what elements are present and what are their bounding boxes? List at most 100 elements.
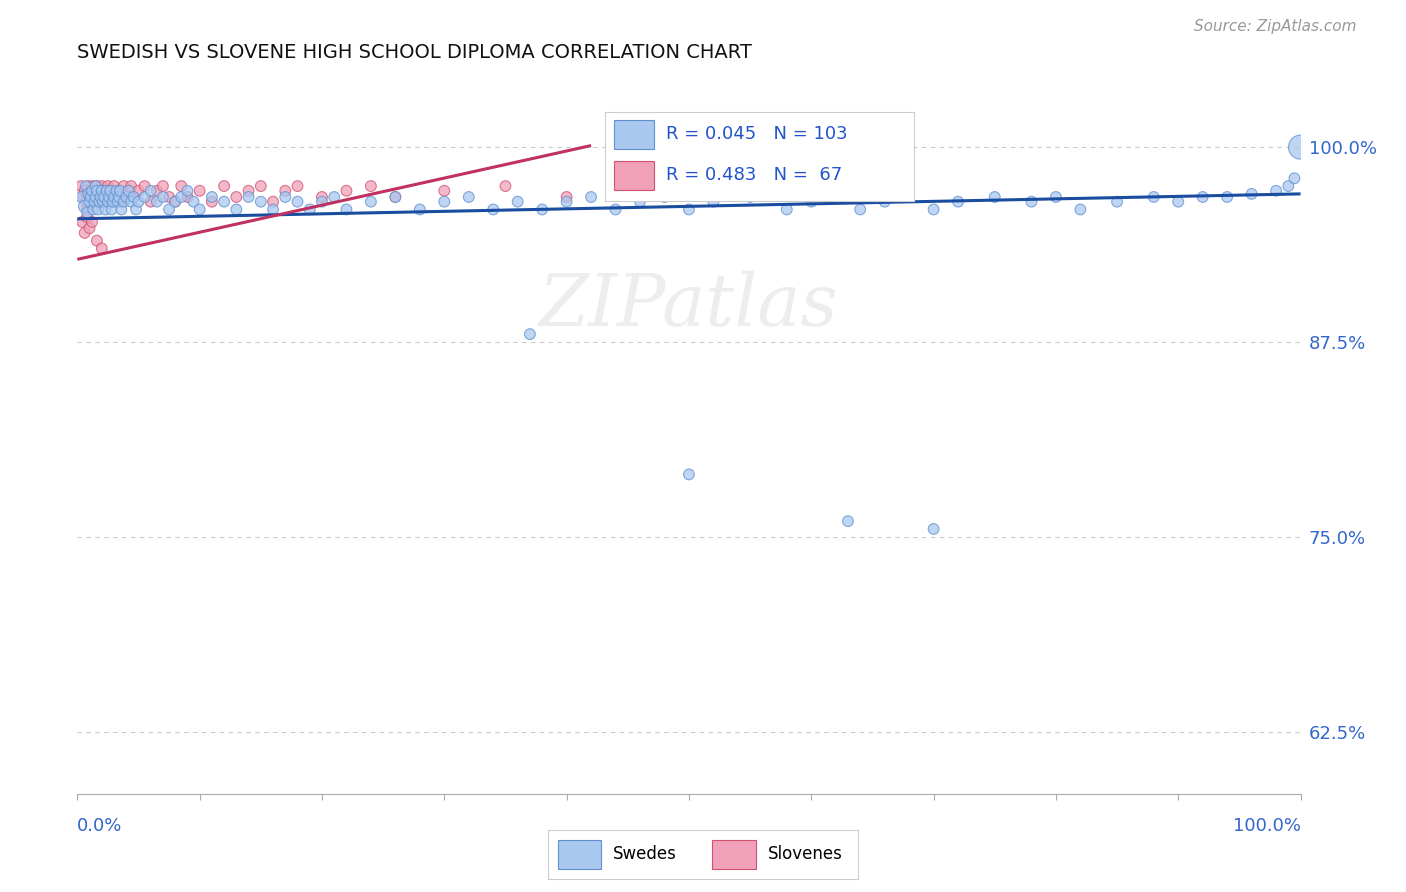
Point bbox=[79, 194, 101, 209]
Point bbox=[1021, 194, 1043, 209]
Point bbox=[94, 184, 117, 198]
Text: Slovenes: Slovenes bbox=[768, 845, 842, 863]
Point bbox=[433, 184, 456, 198]
Point bbox=[1107, 194, 1129, 209]
Point bbox=[165, 194, 187, 209]
Point bbox=[108, 190, 131, 204]
Point bbox=[101, 194, 124, 209]
Text: R = 0.045   N = 103: R = 0.045 N = 103 bbox=[666, 125, 848, 144]
Point bbox=[84, 179, 107, 194]
Point bbox=[98, 184, 121, 198]
Point bbox=[80, 184, 103, 198]
Point bbox=[96, 194, 118, 209]
Point bbox=[250, 179, 273, 194]
Point bbox=[555, 190, 578, 204]
Point bbox=[93, 190, 115, 204]
Point bbox=[77, 186, 100, 201]
Point bbox=[82, 202, 104, 217]
Point bbox=[212, 179, 235, 194]
Point bbox=[1045, 190, 1067, 204]
Point bbox=[70, 190, 93, 204]
Text: SWEDISH VS SLOVENE HIGH SCHOOL DIPLOMA CORRELATION CHART: SWEDISH VS SLOVENE HIGH SCHOOL DIPLOMA C… bbox=[77, 43, 752, 62]
Point bbox=[73, 199, 96, 213]
Point bbox=[433, 194, 456, 209]
Point bbox=[287, 194, 309, 209]
Point bbox=[89, 194, 111, 209]
Point bbox=[76, 205, 98, 219]
Point bbox=[89, 190, 111, 204]
Point bbox=[457, 190, 479, 204]
Point bbox=[495, 179, 517, 194]
Point bbox=[110, 202, 132, 217]
Point bbox=[110, 194, 132, 209]
Point bbox=[75, 194, 97, 209]
Text: R = 0.483   N =  67: R = 0.483 N = 67 bbox=[666, 166, 842, 185]
Point bbox=[176, 190, 198, 204]
Point bbox=[1191, 190, 1213, 204]
Point bbox=[108, 184, 131, 198]
Point bbox=[90, 184, 112, 198]
Point bbox=[776, 202, 799, 217]
Point bbox=[152, 179, 174, 194]
Point bbox=[274, 190, 297, 204]
Bar bbox=[558, 840, 600, 869]
Point bbox=[146, 184, 169, 198]
Point bbox=[898, 190, 921, 204]
Point bbox=[100, 194, 122, 209]
Point bbox=[201, 194, 224, 209]
Point bbox=[201, 190, 224, 204]
Point bbox=[105, 190, 128, 204]
Point bbox=[555, 194, 578, 209]
Point bbox=[579, 190, 602, 204]
Point bbox=[93, 190, 115, 204]
Point bbox=[72, 190, 94, 204]
Point bbox=[335, 202, 357, 217]
Point bbox=[86, 179, 108, 194]
Point bbox=[98, 190, 121, 204]
Point bbox=[183, 194, 205, 209]
Point bbox=[702, 194, 724, 209]
Point bbox=[139, 194, 162, 209]
Point bbox=[800, 194, 823, 209]
Point bbox=[98, 184, 121, 198]
Point bbox=[152, 190, 174, 204]
Point bbox=[1069, 202, 1091, 217]
Point bbox=[70, 215, 93, 229]
Point bbox=[1265, 184, 1288, 198]
Point bbox=[946, 194, 969, 209]
Point bbox=[1167, 194, 1189, 209]
Point bbox=[122, 190, 145, 204]
Point bbox=[311, 190, 333, 204]
Point bbox=[108, 184, 131, 198]
Point bbox=[262, 194, 284, 209]
Point bbox=[84, 184, 107, 198]
Point bbox=[157, 202, 180, 217]
Point bbox=[82, 179, 104, 194]
Point bbox=[75, 179, 97, 194]
Point bbox=[225, 190, 247, 204]
Point bbox=[157, 190, 180, 204]
Point bbox=[287, 179, 309, 194]
Point bbox=[922, 202, 945, 217]
Point bbox=[86, 184, 108, 198]
Point bbox=[740, 190, 762, 204]
Point bbox=[103, 190, 125, 204]
Point bbox=[1284, 171, 1306, 186]
Point bbox=[922, 522, 945, 536]
Point bbox=[1240, 186, 1263, 201]
Point bbox=[678, 467, 700, 482]
Point bbox=[80, 190, 103, 204]
Point bbox=[83, 190, 105, 204]
Point bbox=[188, 202, 211, 217]
Point bbox=[274, 184, 297, 198]
Point bbox=[120, 179, 142, 194]
Point bbox=[87, 202, 110, 217]
Point bbox=[118, 184, 141, 198]
Point bbox=[654, 190, 676, 204]
Point bbox=[91, 194, 114, 209]
Point bbox=[86, 234, 108, 248]
Point bbox=[98, 190, 121, 204]
Point bbox=[120, 194, 142, 209]
Point bbox=[984, 190, 1007, 204]
Point bbox=[1289, 140, 1312, 154]
